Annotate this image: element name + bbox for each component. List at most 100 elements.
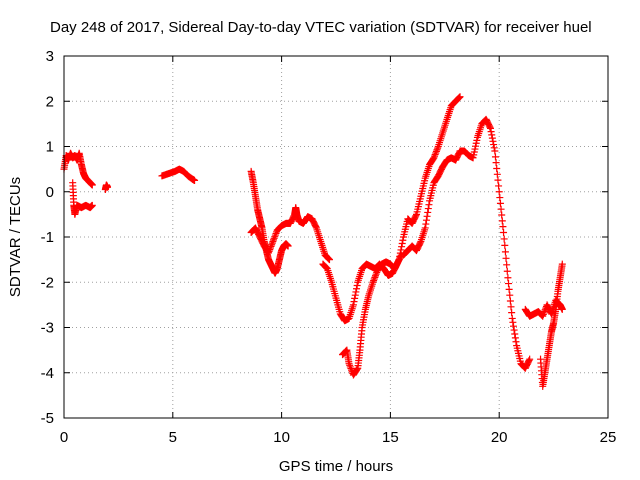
x-tick-label: 25 <box>600 429 617 446</box>
data-point <box>267 242 275 250</box>
data-point <box>325 256 333 264</box>
data-point <box>191 176 199 184</box>
data-point <box>422 216 430 224</box>
data-point <box>353 281 361 289</box>
data-point <box>370 277 378 285</box>
y-tick-label: 0 <box>46 184 54 201</box>
data-point <box>346 363 354 371</box>
data-point <box>312 223 320 231</box>
data-point <box>496 199 504 207</box>
data-point <box>431 152 439 160</box>
plot-frame <box>63 55 609 419</box>
data-point <box>372 270 380 278</box>
data-point <box>498 217 506 225</box>
data-point <box>345 360 353 368</box>
data-point <box>510 326 518 334</box>
data-point <box>486 123 494 131</box>
data-point <box>270 234 278 242</box>
data-point <box>268 241 276 249</box>
data-point <box>493 170 501 178</box>
data-point <box>495 182 503 190</box>
data-points <box>60 93 566 390</box>
data-point <box>371 272 379 280</box>
y-tick-label: 3 <box>46 48 54 65</box>
data-point <box>394 257 402 265</box>
data-point <box>353 365 361 373</box>
y-tick-label: -5 <box>41 410 54 427</box>
data-point <box>489 137 497 145</box>
data-point <box>526 355 534 363</box>
data-point <box>488 131 496 139</box>
data-point <box>265 247 273 255</box>
data-point <box>492 159 500 167</box>
data-point <box>266 246 274 254</box>
data-point <box>342 347 350 355</box>
chart-title: Day 248 of 2017, Sidereal Day-to-day VTE… <box>50 19 592 36</box>
data-point <box>499 223 507 231</box>
data-point <box>503 267 511 275</box>
y-tick-label: 1 <box>46 139 54 156</box>
data-point <box>490 144 498 152</box>
y-tick-label: -3 <box>41 320 54 337</box>
data-point <box>495 188 503 196</box>
y-tick-label: -4 <box>41 365 54 382</box>
data-point <box>398 243 406 251</box>
data-point <box>432 149 440 157</box>
data-point <box>325 255 333 263</box>
data-point <box>265 249 273 257</box>
data-point <box>284 242 292 250</box>
data-point <box>349 301 357 309</box>
data-point <box>434 144 442 152</box>
data-point <box>271 233 279 241</box>
data-point <box>511 334 519 342</box>
data-point <box>502 254 510 262</box>
data-point <box>501 241 509 249</box>
data-point <box>496 194 504 202</box>
data-point <box>488 134 496 142</box>
data-point <box>506 291 514 299</box>
data-point <box>371 273 379 281</box>
x-tick-label: 5 <box>169 429 177 446</box>
y-tick-label: -2 <box>41 274 54 291</box>
x-axis-label: GPS time / hours <box>279 458 393 475</box>
data-point <box>455 93 463 101</box>
data-point <box>509 318 517 326</box>
data-point <box>508 309 516 317</box>
data-point <box>412 212 420 220</box>
data-point <box>347 365 355 373</box>
data-point <box>456 93 464 101</box>
data-point <box>104 183 112 191</box>
data-point <box>493 164 501 172</box>
data-point <box>503 261 511 269</box>
data-point <box>271 231 279 239</box>
data-point <box>399 236 407 244</box>
data-point <box>398 239 406 247</box>
data-point <box>269 238 277 246</box>
data-point <box>498 211 506 219</box>
data-point <box>504 274 512 282</box>
data-point <box>497 205 505 213</box>
data-point <box>352 288 360 296</box>
data-point <box>432 147 440 155</box>
data-point <box>505 285 513 293</box>
tick-labels: 0 5 10 15 20 25 -5 -4 -3 -2 -1 0 1 2 3 <box>41 48 617 446</box>
data-point <box>490 141 498 149</box>
data-point <box>395 256 403 264</box>
data-point <box>511 330 519 338</box>
data-point <box>346 361 354 369</box>
data-point <box>430 154 438 162</box>
data-point <box>416 239 424 247</box>
data-point <box>270 236 278 244</box>
grid <box>64 56 608 418</box>
data-point <box>272 229 280 237</box>
data-point <box>494 176 502 184</box>
data-point <box>505 280 513 288</box>
data-point <box>486 124 494 132</box>
y-tick-label: 2 <box>46 93 54 110</box>
data-point <box>350 298 358 306</box>
data-point <box>88 181 96 189</box>
data-point <box>324 254 332 262</box>
y-tick-label: -1 <box>41 229 54 246</box>
data-point <box>491 153 499 161</box>
